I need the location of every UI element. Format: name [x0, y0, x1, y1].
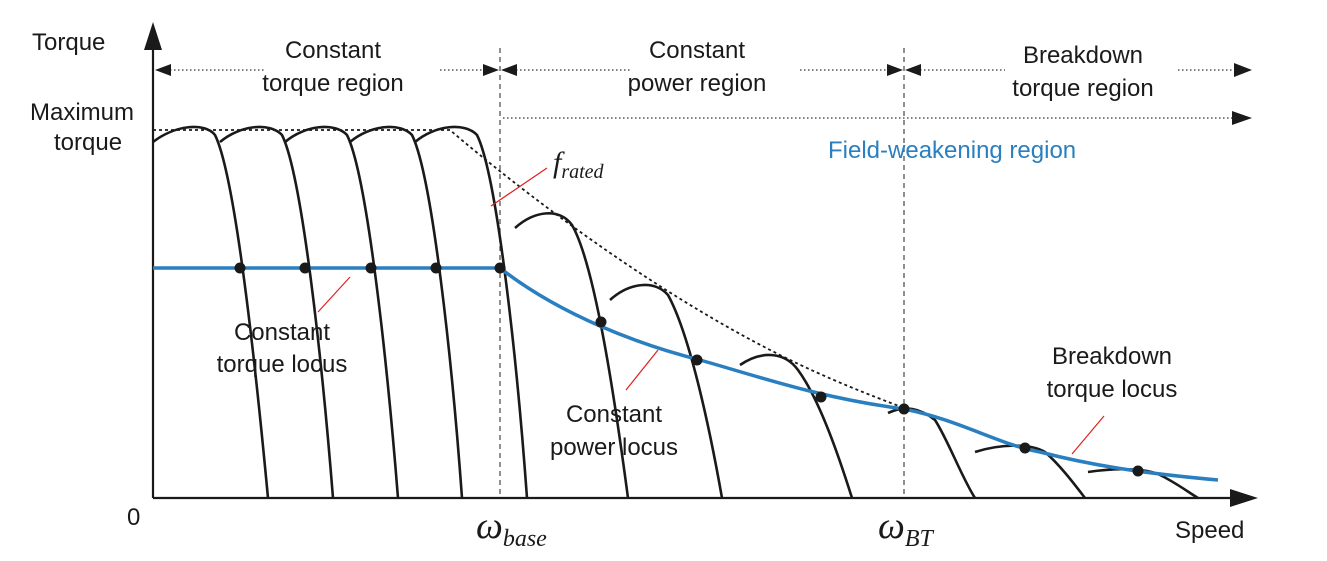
- omega-base-symbol: ω: [476, 505, 503, 547]
- constant-torque-locus-pointer: [317, 276, 351, 313]
- torque-speed-curve: [152, 125, 270, 499]
- omega-base-label: ωbase: [476, 505, 547, 552]
- constant-power-locus-pointer: [625, 349, 659, 391]
- max-torque-label-line2: torque: [54, 129, 122, 156]
- locus-points: [234, 262, 1144, 477]
- torque-speed-curve: [514, 212, 630, 499]
- field-weakening-region-label: Field-weakening region: [828, 137, 1076, 164]
- constant-power-curves: [514, 212, 854, 499]
- field-weakening-arrow-icon: [1232, 111, 1252, 125]
- breakdown-torque-region-line2: torque region: [1012, 75, 1153, 102]
- region-arrow-left-icon: [501, 64, 517, 76]
- x-axis-arrow-icon: [1230, 489, 1258, 507]
- breakdown-torque-region-line1: Breakdown: [1023, 42, 1143, 69]
- locus-point: [234, 262, 246, 274]
- region-arrow-right-icon: [887, 64, 903, 76]
- region-arrow-right-icon: [483, 64, 499, 76]
- constant-torque-region-line2: torque region: [262, 70, 403, 97]
- pointer-lines: [317, 167, 1105, 455]
- locus-point: [898, 403, 910, 415]
- omega-bt-symbol: ω: [878, 505, 905, 547]
- torque-speed-curve: [414, 125, 529, 499]
- locus-point: [1132, 465, 1144, 477]
- locus-point: [691, 354, 703, 366]
- torque-speed-curve: [284, 125, 400, 499]
- f-rated-pointer: [490, 167, 548, 207]
- constant-power-locus-line1: Constant: [566, 401, 662, 428]
- constant-torque-curves: [152, 125, 529, 499]
- torque-speed-curve: [349, 125, 464, 499]
- constant-torque-locus-line1: Constant: [234, 319, 330, 346]
- torque-speed-curve: [739, 353, 854, 499]
- y-axis-label: Torque: [32, 29, 105, 56]
- region-arrow-right-icon: [1234, 63, 1252, 77]
- torque-speed-curve: [219, 125, 335, 499]
- y-axis-arrow-icon: [144, 22, 162, 50]
- omega-base-subscript: base: [503, 526, 547, 552]
- omega-bt-label: ωBT: [878, 505, 935, 552]
- torque-speed-curve: [887, 407, 977, 499]
- constant-power-locus-line2: power locus: [550, 434, 678, 461]
- locus-point: [494, 262, 506, 274]
- constant-torque-locus-line2: torque locus: [217, 351, 348, 378]
- breakdown-torque-locus-line2: torque locus: [1047, 376, 1178, 403]
- region-arrows: [155, 63, 1252, 125]
- breakdown-torque-locus-pointer: [1071, 415, 1105, 455]
- max-torque-envelope: [153, 129, 905, 409]
- locus-point: [595, 316, 607, 328]
- locus-point: [1019, 442, 1031, 454]
- region-arrow-left-icon: [905, 64, 921, 76]
- x-axis-label: Speed: [1175, 517, 1244, 544]
- locus-point: [815, 391, 827, 403]
- locus-point: [299, 262, 311, 274]
- origin-label: 0: [127, 504, 140, 531]
- f-rated-label: frated: [553, 146, 605, 183]
- region-arrow-left-icon: [155, 64, 171, 76]
- constant-power-region-line2: power region: [628, 70, 767, 97]
- constant-power-region-line1: Constant: [649, 37, 745, 64]
- constant-torque-region-line1: Constant: [285, 37, 381, 64]
- omega-bt-subscript: BT: [905, 526, 935, 552]
- locus-point: [365, 262, 377, 274]
- torque-speed-curve: [609, 283, 724, 499]
- f-rated-subscript: rated: [561, 161, 604, 183]
- field-weakening-locus-line: [498, 266, 1219, 482]
- torque-speed-curve: [974, 444, 1087, 499]
- breakdown-torque-locus-line1: Breakdown: [1052, 343, 1172, 370]
- max-torque-label-line1: Maximum: [30, 99, 134, 126]
- locus-point: [430, 262, 442, 274]
